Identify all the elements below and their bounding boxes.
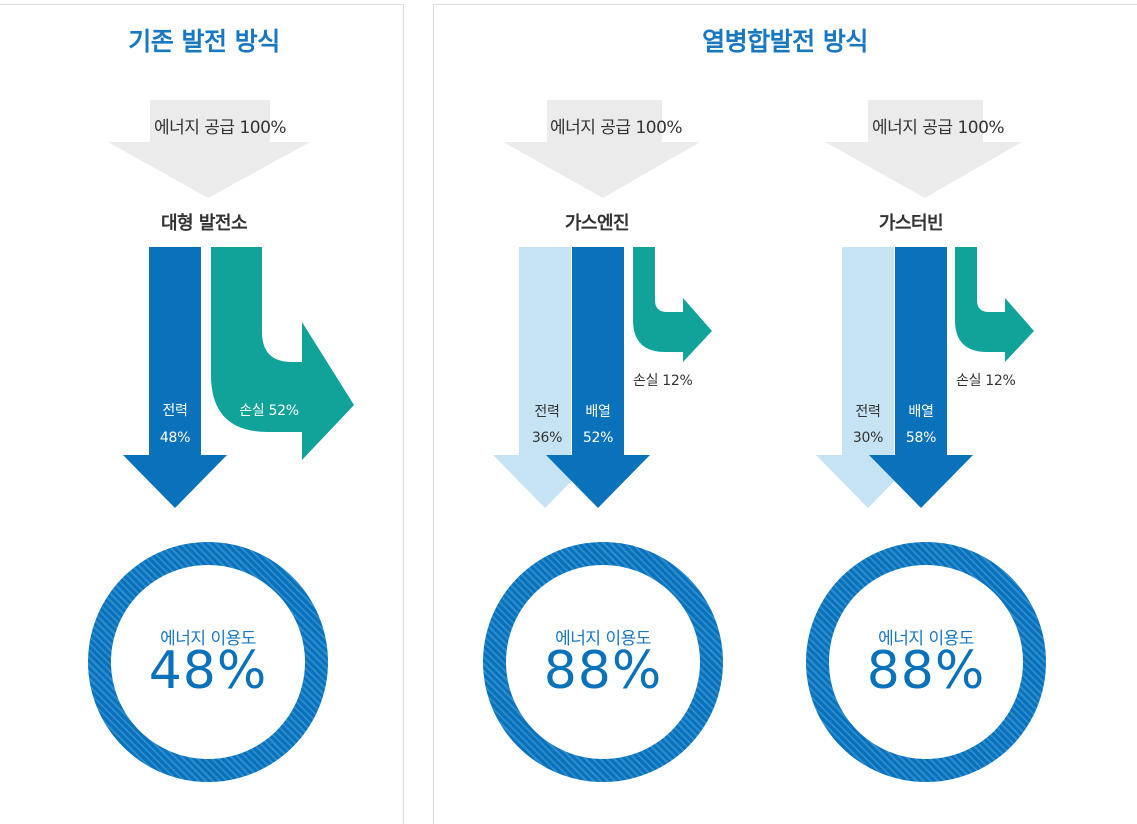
electric-pct-turbine: 30% [852,430,884,446]
electric-name-engine: 전력 [534,404,560,420]
utilization-label: 에너지 이용도 [160,629,256,649]
conventional-title: 기존 발전 방식 [128,27,280,56]
utilization-ring-conventional: 에너지 이용도 48% [88,542,328,782]
electric-arrow-engine [493,247,597,508]
electric-name-conventional: 전력 [162,403,188,419]
utilization-value: 88% [543,641,663,701]
loss-arrow-conventional [211,247,354,460]
utilization-label: 에너지 이용도 [555,629,651,649]
supply-arrow-conventional [108,100,310,198]
heat-arrow-engine [546,247,650,508]
electric-name-turbine: 전력 [855,404,881,420]
heat-name-turbine: 배열 [908,404,934,420]
electric-pct-engine: 36% [531,430,563,446]
heat-name-engine: 배열 [585,404,611,420]
plant-label-conventional: 대형 발전소 [160,213,248,234]
plant-label-engine: 가스엔진 [564,213,630,234]
supply-label-engine: 에너지 공급 100% [549,118,683,138]
utilization-label: 에너지 이용도 [878,629,974,649]
heat-pct-engine: 52% [582,430,614,446]
supply-arrow-turbine [825,100,1022,198]
electric-arrow-conventional [123,247,227,508]
plant-label-turbine: 가스터빈 [878,213,944,234]
supply-arrow-engine [503,100,700,198]
utilization-value: 48% [148,641,268,701]
heat-arrow-turbine [869,247,973,508]
loss-arrow-engine [633,247,712,362]
heat-pct-turbine: 58% [905,430,937,446]
electric-arrow-turbine [816,247,920,508]
utilization-ring-turbine: 에너지 이용도 88% [806,542,1046,782]
electric-pct-conventional: 48% [159,430,191,446]
supply-label-turbine: 에너지 공급 100% [871,118,1005,138]
chp-title: 열병합발전 방식 [702,27,868,56]
loss-label-turbine: 손실 12% [956,373,1016,389]
loss-label-conventional: 손실 52% [239,403,299,419]
loss-arrow-turbine [955,247,1034,362]
utilization-value: 88% [866,641,986,701]
loss-label-engine: 손실 12% [633,373,693,389]
utilization-ring-engine: 에너지 이용도 88% [483,542,723,782]
supply-label-conventional: 에너지 공급 100% [153,118,287,138]
